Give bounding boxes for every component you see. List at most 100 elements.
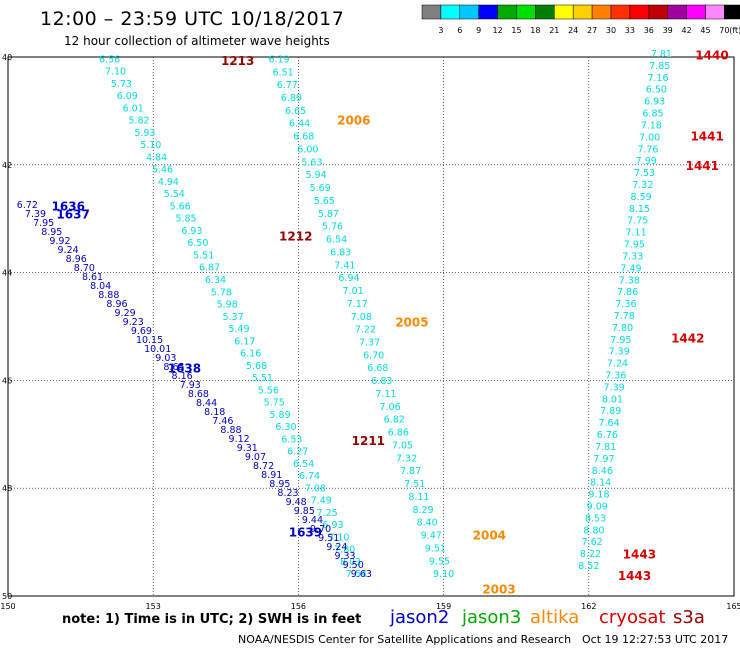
- swh-value: 5.87: [318, 209, 339, 220]
- swh-value: 9.69: [131, 326, 152, 337]
- swh-value: 5.49: [228, 324, 249, 335]
- x-tick-label: 153: [146, 602, 161, 611]
- swh-value: 7.38: [619, 275, 640, 286]
- swh-value: 5.73: [111, 79, 132, 90]
- swh-value: 9.29: [115, 308, 136, 319]
- swh-value: 7.36: [605, 371, 626, 382]
- swh-value: 7.97: [593, 454, 614, 465]
- swh-value: 6.01: [123, 103, 144, 114]
- swh-value: 8.29: [412, 505, 433, 516]
- swh-value: 7.37: [359, 337, 380, 348]
- swh-value: 7.99: [636, 156, 657, 167]
- swh-value: 9.51: [425, 543, 446, 554]
- swh-value: 8.01: [602, 394, 623, 405]
- swh-value: 8.44: [196, 398, 217, 409]
- map-title: 12:00 – 23:59 UTC 10/18/2017: [40, 8, 345, 30]
- swh-value: 8.70: [74, 263, 95, 274]
- scale-label: 45: [700, 26, 710, 35]
- swh-value: 7.87: [400, 466, 421, 477]
- swh-value: 6.51: [273, 67, 294, 78]
- swh-value: 10.15: [136, 335, 163, 346]
- swh-value: 8.95: [269, 479, 290, 490]
- swh-value: 8.16: [172, 371, 193, 382]
- scale-label: 33: [625, 26, 635, 35]
- scale-label: 39: [663, 26, 673, 35]
- swh-value: 6.93: [644, 97, 665, 108]
- swh-value: 7.11: [375, 389, 396, 400]
- swh-value: 7.18: [641, 120, 662, 131]
- swh-value: 6.65: [285, 106, 306, 117]
- track-time-label: 1440: [695, 49, 728, 63]
- swh-value: 9.09: [587, 502, 608, 513]
- swh-value: 8.59: [631, 192, 652, 203]
- timestamp-text: Oct 19 12:27:53 UTC 2017: [582, 633, 729, 646]
- swh-value: 6.16: [240, 349, 261, 360]
- swh-value: 9.33: [334, 551, 355, 562]
- swh-value: 5.54: [164, 189, 185, 200]
- swh-value: 5.94: [305, 170, 326, 181]
- swh-value: 9.55: [429, 556, 450, 567]
- swh-value: 6.44: [289, 119, 310, 130]
- swh-value: 7.46: [212, 416, 233, 427]
- y-tick-label: 44: [2, 269, 12, 278]
- swh-value: 5.68: [246, 361, 267, 372]
- swh-value: 7.05: [392, 440, 413, 451]
- swh-value: 6.68: [367, 363, 388, 374]
- swh-value: 5.75: [264, 398, 285, 409]
- swh-value: 6.94: [338, 273, 359, 284]
- swh-value: 8.03: [340, 557, 361, 568]
- track-time-label: 1443: [623, 547, 656, 561]
- track-time-label: 1441: [690, 130, 723, 144]
- swh-value: 4.84: [146, 152, 167, 163]
- swh-value: 8.91: [261, 470, 282, 481]
- y-tick-label: 42: [2, 161, 12, 170]
- swh-value: 7.39: [25, 209, 46, 220]
- wave-height-map: 150 153 156 159 162 1654042444648506.567.105.…: [0, 49, 740, 611]
- legend-jason3: jason3: [462, 607, 522, 628]
- swh-value: 5.51: [193, 250, 214, 261]
- swh-value: 7.32: [632, 180, 653, 191]
- swh-value: 6.34: [205, 275, 226, 286]
- track-time-label: 1636: [52, 200, 85, 214]
- swh-value: 8.11: [408, 492, 429, 503]
- swh-value: 7.54: [346, 569, 367, 580]
- scale-label: 36: [644, 26, 654, 35]
- swh-value: 9.51: [318, 533, 339, 544]
- swh-value: 7.11: [625, 228, 646, 239]
- swh-value: 8.61: [82, 272, 103, 283]
- swh-value: 7.80: [612, 323, 633, 334]
- swh-value: 6.87: [199, 263, 220, 274]
- swh-value: 5.93: [134, 128, 155, 139]
- swh-value: 8.88: [98, 290, 119, 301]
- swh-value: 7.85: [649, 61, 670, 72]
- scale-label: 27: [587, 26, 597, 35]
- legend-s3a: s3a: [673, 607, 705, 628]
- swh-value: 6.50: [187, 238, 208, 249]
- swh-value: 7.10: [105, 67, 126, 78]
- swh-value: 5.78: [211, 287, 232, 298]
- swh-value: 7.49: [311, 496, 332, 507]
- swh-value: 6.89: [281, 93, 302, 104]
- track-time-label: 1212: [279, 229, 312, 243]
- swh-value: 8.15: [629, 204, 650, 215]
- swh-value: 5.85: [175, 214, 196, 225]
- track-time-label: 1213: [221, 54, 254, 68]
- track-time-label: 2004: [473, 528, 506, 542]
- scale-label: 6: [457, 26, 462, 35]
- scale-swatch: [724, 4, 740, 20]
- swh-value: 8.14: [590, 478, 611, 489]
- swh-value: 7.89: [600, 406, 621, 417]
- swh-value: 7.01: [343, 286, 364, 297]
- swh-value: 8.96: [66, 254, 87, 265]
- swh-value: 7.00: [639, 132, 660, 143]
- track-time-label: 1637: [56, 208, 89, 222]
- swh-value: 5.89: [269, 410, 290, 421]
- swh-value: 6.85: [642, 109, 663, 120]
- legend-altika: altika: [530, 607, 580, 628]
- swh-value: 5.51: [252, 373, 273, 384]
- track-time-label: 1639: [289, 526, 322, 540]
- x-tick-label: 156: [291, 602, 306, 611]
- swh-value: 7.62: [582, 537, 603, 548]
- swh-value: 7.75: [627, 216, 648, 227]
- swh-value: 6.50: [646, 85, 667, 96]
